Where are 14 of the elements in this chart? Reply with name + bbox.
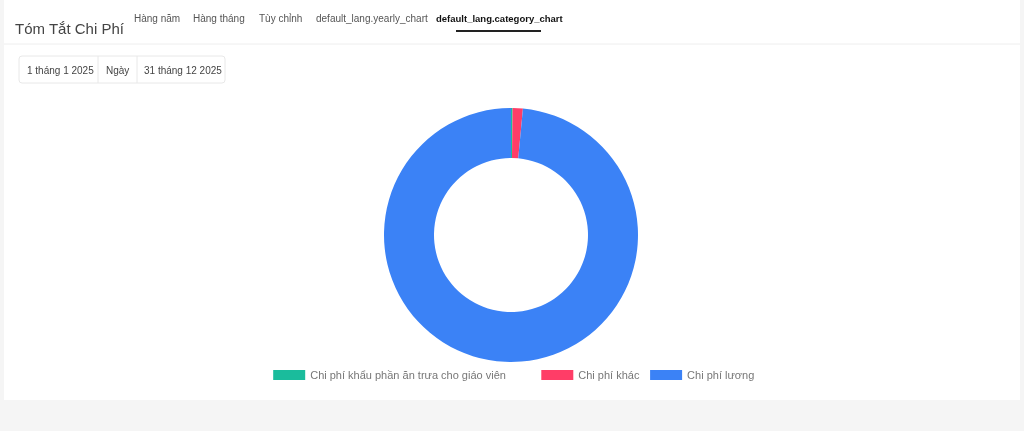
text: default_lang.yearly_chart — [316, 13, 428, 24]
text: Tóm Tắt Chi Phí — [15, 20, 125, 37]
legend-label: Chi phí khác — [578, 369, 640, 381]
donut-slice — [511, 108, 523, 159]
text: default_lang.category_chart — [436, 13, 564, 24]
donut-slice — [384, 108, 638, 362]
text: Tùy chỉnh — [259, 13, 303, 24]
text: Hàng năm — [134, 13, 181, 24]
legend-label: Chi phí khẩu phần ăn trưa cho giáo viên — [310, 369, 506, 381]
text: Hàng tháng — [193, 13, 245, 24]
text: 31 tháng 12 2025 — [144, 65, 223, 76]
text: Ngày — [106, 65, 130, 76]
legend-label: Chi phí lương — [687, 369, 755, 381]
text: 1 tháng 1 2025 — [27, 65, 95, 76]
